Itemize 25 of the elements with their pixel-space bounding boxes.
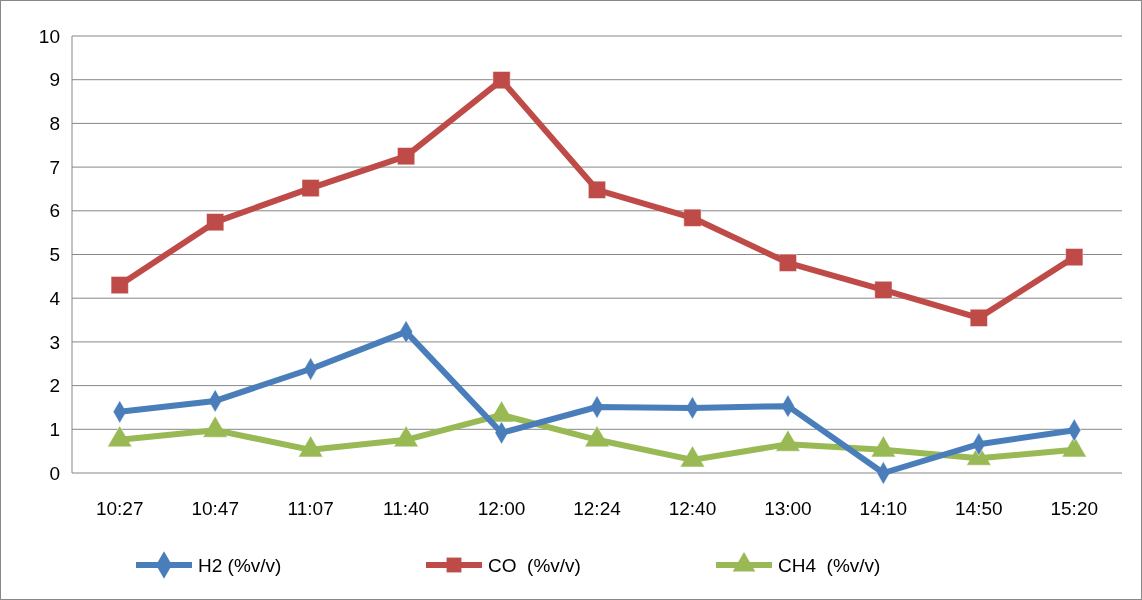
- y-tick-label: 0: [49, 462, 60, 484]
- x-tick-label: 12:40: [668, 498, 717, 519]
- y-tick-label: 1: [49, 418, 60, 440]
- y-tick-label: 4: [49, 287, 61, 309]
- x-tick-label: 11:40: [383, 498, 430, 519]
- x-tick-label: 12:24: [573, 498, 622, 519]
- x-tick-label: 14:50: [955, 498, 1003, 519]
- x-tick-label: 14:10: [859, 498, 908, 519]
- legend-label: H2 (%v/v): [198, 554, 282, 576]
- legend-label: CH4 (%v/v): [778, 554, 881, 576]
- y-tick-label: 6: [49, 200, 60, 222]
- x-tick-label: 15:20: [1050, 498, 1099, 519]
- legend-label: CO (%v/v): [488, 554, 581, 576]
- y-tick-label: 5: [49, 244, 60, 266]
- y-tick-label: 10: [38, 25, 60, 47]
- y-tick-label: 8: [49, 113, 60, 135]
- x-tick-label: 11:07: [287, 498, 334, 519]
- y-tick-label: 9: [49, 69, 60, 91]
- y-tick-label: 7: [49, 156, 60, 178]
- y-tick-label: 2: [49, 375, 60, 397]
- y-tick-label: 3: [49, 331, 60, 353]
- x-tick-label: 13:00: [764, 498, 812, 519]
- x-tick-label: 10:47: [191, 498, 239, 519]
- x-tick-label: 12:00: [477, 498, 526, 519]
- x-tick-label: 10:27: [95, 498, 144, 519]
